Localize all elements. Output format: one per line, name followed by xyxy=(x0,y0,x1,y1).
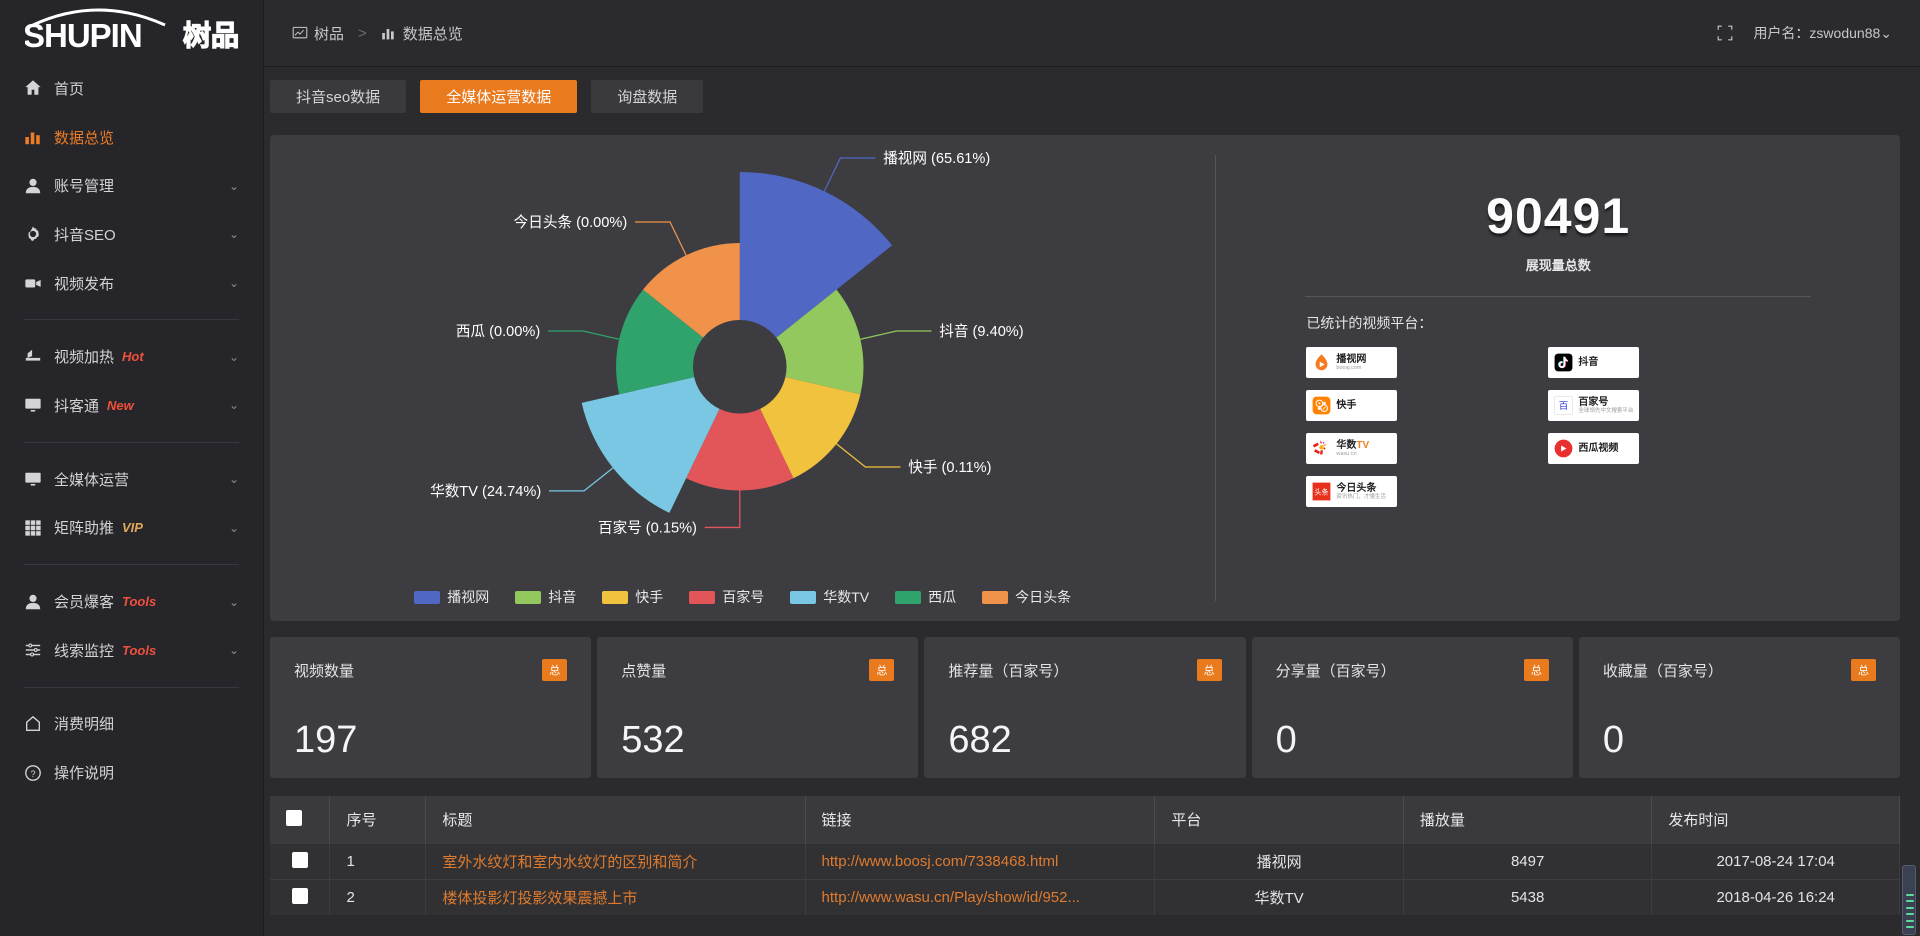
svg-text:播视网 (65.61%): 播视网 (65.61%) xyxy=(883,150,990,167)
svg-text:SHUPIN: SHUPIN xyxy=(25,17,142,53)
svg-text:西瓜 (0.00%): 西瓜 (0.00%) xyxy=(456,324,540,340)
svg-text:百: 百 xyxy=(1559,401,1569,412)
svg-text:树品: 树品 xyxy=(183,20,239,51)
svg-text:头条: 头条 xyxy=(1315,487,1329,496)
svg-text:抖音 (9.40%): 抖音 (9.40%) xyxy=(939,323,1023,340)
svg-text:百家号 (0.15%): 百家号 (0.15%) xyxy=(598,519,697,536)
svg-text:华数TV (24.74%): 华数TV (24.74%) xyxy=(430,483,541,500)
svg-text:?: ? xyxy=(30,769,35,779)
svg-text:今日头条 (0.00%): 今日头条 (0.00%) xyxy=(514,214,628,231)
svg-text:快手 (0.11%): 快手 (0.11%) xyxy=(908,459,991,476)
